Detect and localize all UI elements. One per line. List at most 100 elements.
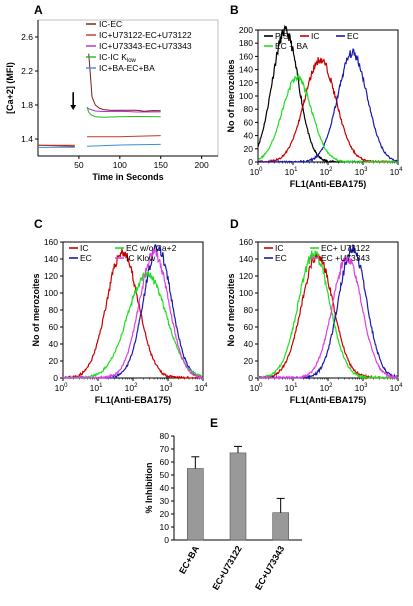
y-tick-label: 50 — [160, 470, 170, 480]
x-tick-exponent: 2 — [134, 383, 138, 389]
legend-label: EC — [275, 253, 287, 263]
panel-e-bar-chart: 0 10 20 30 40 50 60 70 80 % Inhibition EC+BA EC+U73… — [144, 431, 302, 592]
y-tick-label: 80 — [244, 104, 254, 114]
x-tick-label: 103 — [160, 383, 173, 393]
y-tick-label: 120 — [239, 271, 253, 281]
x-category-label: EC+BA — [177, 544, 201, 576]
panel-label-c: C — [34, 217, 43, 231]
y-axis-title: % Inhibition — [144, 463, 154, 514]
y-tick-label: 60 — [244, 322, 254, 332]
histogram-curve — [257, 73, 398, 164]
y-tick-label: 140 — [44, 254, 58, 264]
panel-a-calcium-trace: 50 100 150 200 1.4 1.8 2.2 2.6 Time in Seconds [C… — [5, 19, 219, 182]
y-tick-label: 80 — [49, 305, 59, 315]
y-tick-label: 120 — [239, 78, 253, 88]
histogram-curve — [63, 247, 204, 380]
y-tick-label: 2.2 — [21, 66, 33, 76]
y-tick-label: 20 — [49, 356, 59, 366]
legend-label: IC — [80, 243, 89, 253]
legend-label: IC — [311, 31, 320, 41]
y-tick-label: 160 — [239, 237, 253, 247]
histogram-curve — [62, 248, 204, 380]
legend-label: IC-EC — [99, 19, 122, 29]
x-tick-label: 101 — [285, 167, 298, 177]
x-tick-label: 200 — [195, 160, 209, 170]
y-tick-label: 40 — [244, 131, 254, 141]
x-tick-label: 100 — [250, 167, 263, 177]
y-tick-label: 20 — [160, 509, 170, 519]
x-tick-label: 101 — [285, 383, 298, 393]
y-tick-label: 180 — [239, 38, 253, 48]
y-axis-title: [Ca+2] (MFI) — [5, 62, 15, 114]
histogram-curve — [62, 270, 203, 379]
y-tick-label: 70 — [160, 444, 170, 454]
legend-label: IC Klow — [126, 253, 156, 263]
y-axis-title: No of merozoites — [31, 273, 41, 346]
x-tick-label: 104 — [195, 383, 208, 393]
x-axis-title: FL1(Anti-EBA175) — [290, 179, 367, 189]
x-tick-exponent: 4 — [399, 167, 403, 173]
panel-label-e: E — [210, 416, 218, 430]
x-axis-title: Time in Seconds — [92, 172, 163, 182]
x-tick-label: 50 — [74, 160, 84, 170]
bar — [187, 468, 204, 541]
y-tick-label: 40 — [244, 339, 254, 349]
x-tick-exponent: 1 — [294, 383, 298, 389]
x-tick-exponent: 2 — [329, 167, 333, 173]
histogram-curve — [258, 256, 399, 381]
x-tick-label: 100 — [113, 160, 127, 170]
x-tick-label: 100 — [55, 383, 68, 393]
x-axis-title: FL1(Anti-EBA175) — [290, 395, 367, 405]
x-tick-exponent: 3 — [364, 167, 368, 173]
y-tick-label: 140 — [239, 254, 253, 264]
y-tick-label: 40 — [160, 483, 170, 493]
x-axis-title: FL1(Anti-EBA175) — [95, 395, 172, 405]
x-category-label: EC+U73122 — [210, 544, 243, 592]
legend-label: EC + BA — [275, 41, 308, 51]
y-axis-title: No of merozoites — [226, 273, 236, 346]
legend-subscript: low — [127, 58, 137, 64]
arrow-head — [70, 105, 77, 111]
x-tick-label: 102 — [320, 383, 333, 393]
legend-label: IC — [275, 243, 284, 253]
y-tick-label: 160 — [239, 51, 253, 61]
y-tick-label: 0 — [164, 535, 169, 545]
y-tick-label: 40 — [49, 339, 59, 349]
x-tick-label: 102 — [125, 383, 138, 393]
y-tick-label: 100 — [239, 288, 253, 298]
y-tick-label: 120 — [44, 271, 58, 281]
legend-label: EC+ U73122 — [321, 243, 370, 253]
legend-label: EC — [80, 253, 92, 263]
legend-label: EC — [347, 31, 359, 41]
series-line — [86, 106, 161, 113]
y-tick-label: 1.4 — [21, 134, 33, 144]
x-tick-label: 103 — [355, 167, 368, 177]
x-category-label: EC+U73343 — [253, 544, 286, 592]
y-tick-label: 10 — [160, 522, 170, 532]
y-tick-label: 0 — [248, 157, 253, 167]
x-tick-exponent: 1 — [294, 167, 298, 173]
legend-label: IC+U73343-EC+U73343 — [99, 41, 192, 51]
x-tick-label: 100 — [250, 383, 263, 393]
x-tick-exponent: 4 — [204, 383, 208, 389]
y-tick-label: 20 — [244, 144, 254, 154]
histogram-curve — [257, 250, 399, 380]
y-tick-label: 80 — [244, 305, 254, 315]
x-tick-exponent: 0 — [259, 383, 263, 389]
x-tick-label: 102 — [320, 167, 333, 177]
x-tick-exponent: 3 — [364, 383, 368, 389]
x-tick-label: 101 — [90, 383, 103, 393]
x-tick-exponent: 0 — [259, 167, 263, 173]
y-tick-label: 60 — [49, 322, 59, 332]
series-line — [86, 107, 161, 118]
y-tick-label: 160 — [44, 237, 58, 247]
bar — [272, 512, 289, 541]
x-tick-exponent: 4 — [399, 383, 403, 389]
y-tick-label: 20 — [244, 356, 254, 366]
y-tick-label: 2.6 — [21, 32, 33, 42]
y-tick-label: 0 — [248, 373, 253, 383]
y-axis-title: No of merozoites — [226, 59, 236, 132]
y-tick-label: 60 — [244, 117, 254, 127]
